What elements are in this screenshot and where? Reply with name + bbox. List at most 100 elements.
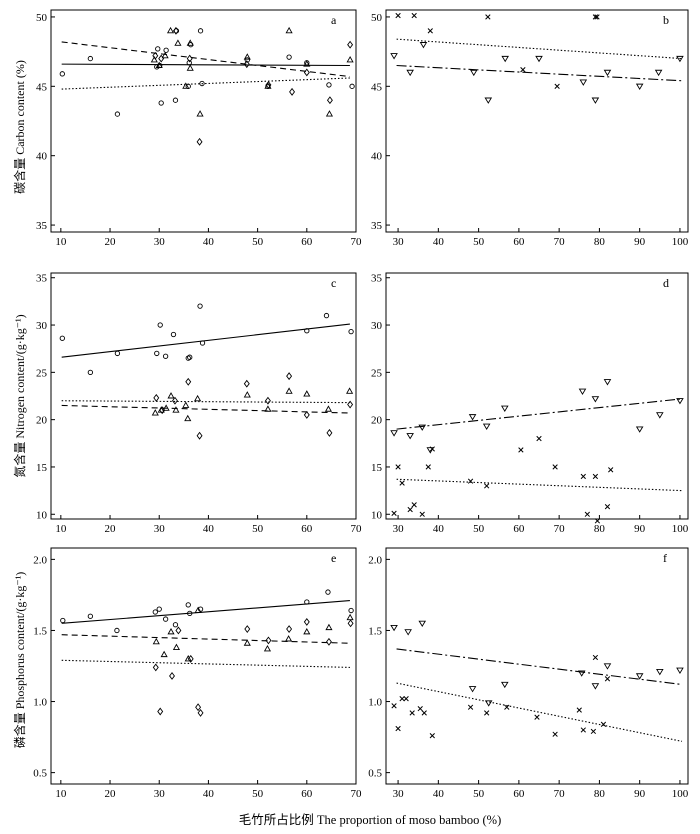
data-point-cross — [429, 733, 435, 739]
data-point-circle — [114, 111, 121, 117]
data-point-triangle — [285, 635, 293, 642]
series-cross — [391, 435, 682, 524]
data-point-diamond — [326, 96, 333, 105]
data-point-diamond — [169, 672, 175, 680]
x-tick-label: 50 — [473, 236, 485, 248]
panel-d: 30 40 50 60 70 80 90 100 10 15 20 25 30 35 d — [371, 272, 689, 535]
x-tick-label: 50 — [252, 236, 264, 248]
data-point-triangle-down — [404, 629, 412, 636]
x-tick-label: 30 — [393, 523, 405, 535]
data-point-diamond — [347, 40, 354, 49]
data-point-triangle — [174, 39, 182, 46]
x-tick-label: 50 — [252, 788, 264, 800]
data-point-triangle-down — [484, 97, 493, 104]
data-point-circle — [59, 71, 65, 77]
y-axis-label-carbon: 碳含量 Carbon content (%) — [12, 60, 27, 194]
panel-letter: f — [663, 551, 667, 565]
data-point-diamond — [172, 396, 178, 405]
series-circle — [60, 589, 354, 634]
regression-line-dashdot — [396, 64, 682, 82]
data-point-triangle — [243, 53, 251, 60]
data-point-circle — [114, 350, 121, 357]
data-point-triangle — [167, 627, 175, 635]
data-point-circle — [349, 83, 355, 89]
x-tick-label: 80 — [594, 236, 606, 248]
data-point-cross — [417, 705, 423, 712]
y-axis-label-nitrogen: 氮含量 Nitrogen content/(g·kg⁻¹) — [12, 314, 27, 477]
x-tick-label: 10 — [55, 523, 67, 535]
series-tri_down — [390, 379, 684, 454]
y-tick-label: 40 — [36, 151, 48, 163]
data-point-diamond — [303, 617, 310, 626]
y-tick-label: 20 — [36, 415, 48, 427]
data-point-triangle-down — [591, 683, 600, 690]
panel-f: 30 40 50 60 70 80 90 100 0.5 1.0 1.5 2.0 f — [368, 547, 689, 800]
data-point-triangle — [285, 387, 293, 394]
series-circle — [59, 28, 355, 117]
data-point-diamond — [152, 663, 159, 672]
data-point-cross — [399, 480, 405, 486]
data-point-triangle — [263, 645, 272, 652]
x-tick-label: 70 — [554, 788, 566, 800]
data-point-circle — [348, 607, 354, 614]
x-axis-label: 毛竹所占比例 The proportion of moso bamboo (%) — [239, 812, 501, 827]
data-point-cross — [594, 14, 600, 20]
x-tick-label: 40 — [433, 523, 445, 535]
data-point-cross — [395, 12, 401, 19]
data-point-triangle-down — [468, 686, 477, 693]
panel-letter: d — [663, 276, 669, 290]
data-point-diamond — [195, 703, 202, 712]
data-point-triangle-down — [390, 430, 398, 437]
regression-line-dashdot — [396, 398, 683, 430]
data-point-diamond — [325, 637, 332, 646]
x-tick-label: 60 — [513, 788, 525, 800]
data-point-diamond — [303, 410, 310, 419]
data-point-cross — [580, 727, 586, 733]
data-point-cross — [485, 14, 491, 20]
data-point-cross — [580, 473, 586, 480]
x-tick-label: 60 — [513, 236, 525, 248]
x-tick-label: 80 — [594, 523, 606, 535]
series-tri_down — [390, 38, 684, 104]
data-point-circle — [163, 47, 169, 53]
data-point-triangle — [172, 406, 180, 413]
data-point-triangle — [155, 61, 163, 68]
data-point-cross — [604, 676, 611, 682]
regression-line-dotted — [61, 77, 350, 90]
x-tick-label: 50 — [252, 523, 264, 535]
x-tick-label: 40 — [203, 523, 215, 535]
data-point-circle — [187, 610, 193, 617]
data-point-circle — [87, 613, 94, 619]
x-tick-label: 40 — [433, 236, 445, 248]
data-point-cross — [425, 464, 431, 470]
y-tick-label: 2.0 — [368, 554, 382, 566]
data-point-triangle — [324, 405, 333, 412]
x-tick-label: 60 — [301, 523, 313, 535]
data-point-circle — [156, 606, 162, 612]
data-point-triangle — [161, 51, 169, 59]
data-point-diamond — [286, 372, 293, 381]
data-point-triangle-down — [603, 379, 612, 386]
data-point-diamond — [244, 625, 251, 633]
regression-line-dotted — [61, 659, 350, 668]
regression-line-dashed — [61, 404, 350, 414]
data-point-triangle — [346, 387, 354, 394]
data-point-triangle-down — [579, 79, 588, 86]
data-point-circle — [154, 350, 160, 357]
data-point-cross — [467, 704, 474, 710]
data-point-triangle — [166, 26, 175, 34]
data-point-diamond — [286, 625, 293, 633]
data-point-circle — [197, 28, 204, 34]
data-point-cross — [427, 28, 433, 34]
data-point-diamond — [303, 68, 310, 77]
data-point-triangle-down — [419, 42, 428, 49]
data-point-diamond — [152, 51, 159, 60]
data-point-triangle-down — [535, 55, 543, 63]
data-point-triangle-down — [676, 667, 684, 674]
data-point-diamond — [186, 54, 193, 63]
data-point-triangle-down — [406, 69, 414, 77]
data-point-diamond — [187, 654, 194, 663]
data-point-circle — [87, 55, 94, 62]
series-cross — [391, 654, 683, 742]
data-point-cross — [590, 728, 597, 735]
